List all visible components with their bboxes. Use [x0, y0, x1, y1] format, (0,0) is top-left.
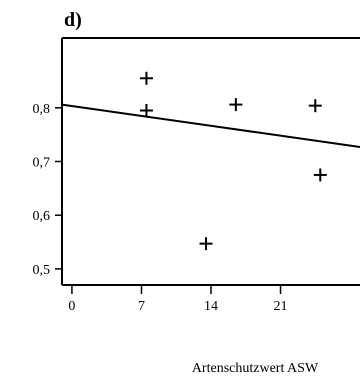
- x-tick-label: 7: [138, 299, 145, 314]
- x-tick-label: 21: [274, 299, 288, 314]
- y-tick-label: 0,8: [33, 102, 51, 117]
- data-point: [140, 72, 153, 85]
- y-tick-label: 0,6: [33, 209, 51, 224]
- data-point: [229, 98, 242, 111]
- x-tick-label: 0: [68, 299, 75, 314]
- panel-label: d): [64, 9, 82, 31]
- x-tick-label: 14: [204, 299, 218, 314]
- data-point: [314, 168, 327, 181]
- data-point: [200, 237, 213, 250]
- plot-area: 0 7 14 21 0,5 0,6 0,7 0,8: [33, 38, 360, 314]
- y-tick-label: 0,5: [33, 263, 51, 278]
- x-axis-label: Artenschutzwert ASW: [192, 361, 319, 376]
- data-point: [309, 99, 322, 112]
- y-tick-label: 0,7: [33, 156, 51, 171]
